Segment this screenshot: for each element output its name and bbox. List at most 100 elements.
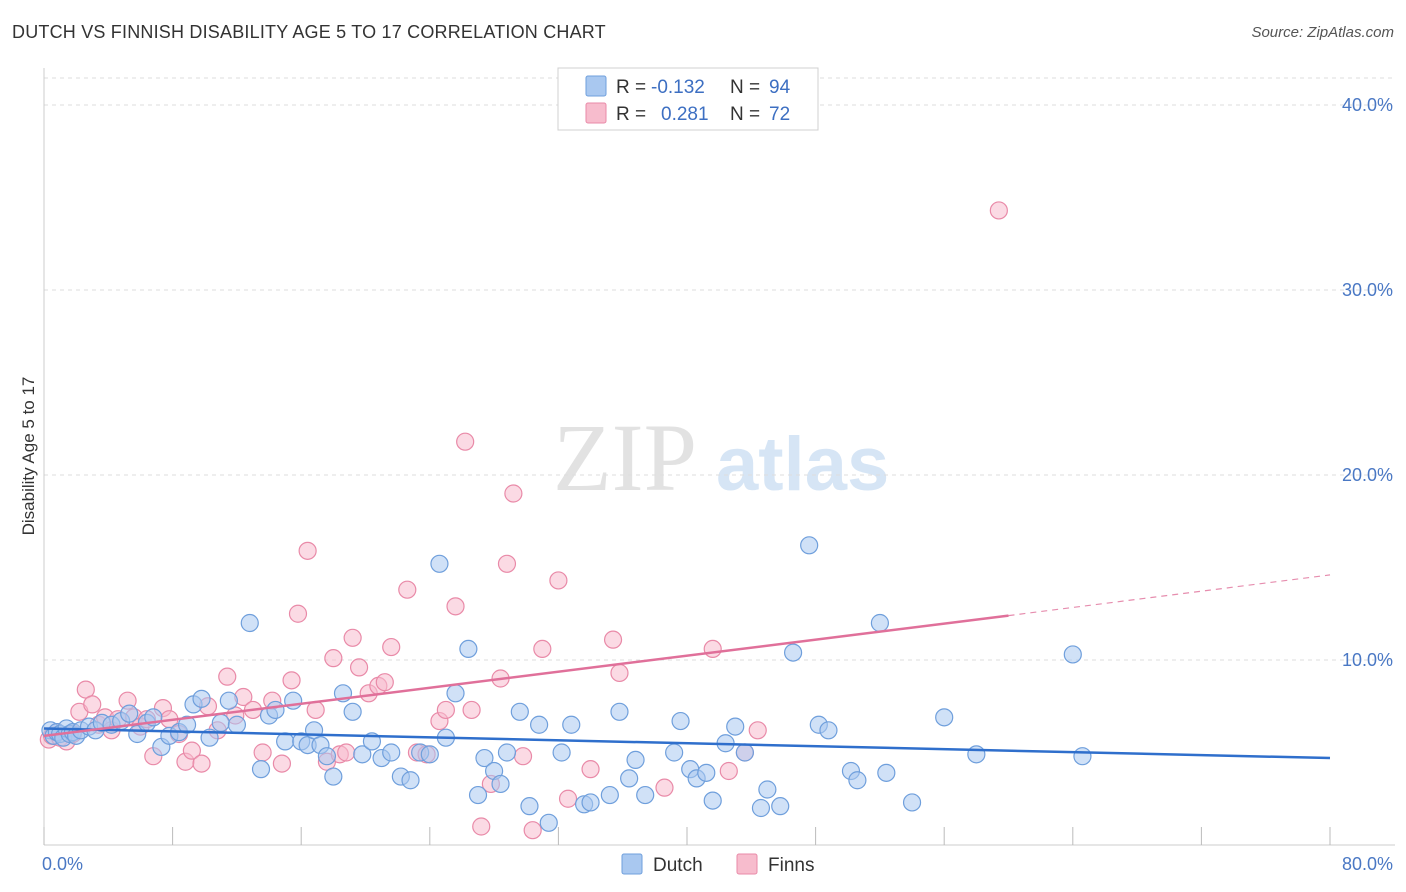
y-tick-label: 10.0% <box>1342 650 1393 670</box>
legend-dutch-r-value: -0.132 <box>651 77 705 98</box>
finns-point <box>83 695 102 714</box>
dutch-point <box>703 791 722 810</box>
finns-point <box>719 761 738 781</box>
grid-lines <box>44 77 1395 661</box>
finns-point <box>610 663 629 683</box>
finns-point <box>306 700 325 720</box>
dutch-point <box>800 536 819 555</box>
dutch-point <box>530 715 549 734</box>
dutch-point <box>902 793 922 812</box>
legend-finns-r-value: 0.281 <box>661 104 709 125</box>
dutch-point <box>353 745 372 764</box>
finns-point <box>703 639 722 659</box>
finns-trend-line <box>43 614 1009 738</box>
chart-title: DUTCH VS FINNISH DISABILITY AGE 5 TO 17 … <box>12 22 606 42</box>
y-tick-label: 20.0% <box>1342 465 1393 485</box>
finns-point <box>603 630 623 649</box>
dutch-point <box>251 760 271 779</box>
dutch-point <box>430 554 449 573</box>
dutch-point <box>520 797 539 816</box>
legend-dutch-r-label: R = <box>616 77 646 98</box>
finns-point <box>337 743 356 762</box>
finns-point <box>581 760 600 779</box>
watermark-atlas: atlas <box>716 422 889 507</box>
dutch-point <box>610 702 629 721</box>
dutch-point <box>620 769 639 788</box>
legend-dutch-n-label: N = <box>730 77 760 98</box>
dutch-point <box>491 774 510 794</box>
dutch-point <box>446 684 465 703</box>
finns-point <box>558 789 578 808</box>
finns-point <box>533 639 552 659</box>
finns-point <box>748 721 767 740</box>
dutch-point <box>967 745 986 764</box>
dutch-point <box>771 797 790 816</box>
finns-point <box>472 817 491 836</box>
dutch-point <box>497 743 517 762</box>
finns-point <box>655 778 674 797</box>
dutch-point <box>192 689 211 708</box>
dutch-point <box>120 704 139 723</box>
dutch-point <box>227 715 246 734</box>
dutch-point <box>581 793 600 812</box>
dutch-point <box>819 721 838 740</box>
finns-point <box>192 754 211 773</box>
dutch-point <box>211 713 230 733</box>
finns-points <box>39 201 1008 840</box>
bottom-legend: Dutch Finns <box>621 853 814 876</box>
dutch-point <box>552 743 571 762</box>
dutch-point <box>510 702 529 721</box>
dutch-point <box>401 771 420 790</box>
finns-point <box>324 649 343 668</box>
finns-point <box>282 671 301 690</box>
dutch-point <box>240 613 259 633</box>
finns-point <box>497 554 517 573</box>
bottom-legend-dutch-label: Dutch <box>653 855 703 876</box>
dutch-point <box>870 613 890 633</box>
dutch-point <box>751 798 771 818</box>
dutch-point <box>665 743 684 762</box>
legend-box: R = -0.132 N = 94 R = 0.281 N = 72 <box>557 67 819 131</box>
dutch-points <box>41 536 1092 832</box>
finns-point <box>513 747 533 766</box>
dutch-point <box>726 717 745 736</box>
finns-trend-line-extension <box>1008 574 1331 617</box>
dutch-point <box>783 643 803 662</box>
y-axis-label: Disability Age 5 to 17 <box>19 377 38 536</box>
y-tick-labels: 10.0% 20.0% 30.0% 40.0% <box>1342 95 1393 670</box>
finns-point <box>398 580 417 599</box>
dutch-point <box>459 639 478 659</box>
dutch-point <box>697 763 716 782</box>
x-ticks: 0.0% 80.0% <box>42 827 1393 874</box>
dutch-point <box>600 785 619 805</box>
dutch-point <box>562 715 581 734</box>
finns-point <box>272 754 292 773</box>
finns-point <box>218 667 237 686</box>
x-tick-label: 80.0% <box>1342 854 1393 874</box>
legend-dutch-swatch <box>585 75 607 97</box>
finns-point <box>446 597 465 616</box>
finns-point <box>253 743 272 762</box>
dutch-point <box>317 747 337 766</box>
dutch-trend-line <box>43 727 1331 760</box>
dutch-point <box>324 767 343 786</box>
legend-finns-n-value: 72 <box>769 104 790 125</box>
dutch-point <box>848 771 867 790</box>
finns-point <box>298 541 317 560</box>
finns-point <box>462 700 481 720</box>
legend-finns-n-label: N = <box>730 104 760 125</box>
dutch-point <box>671 711 690 731</box>
finns-point <box>349 658 369 677</box>
legend-finns-swatch <box>585 102 607 124</box>
watermark-zip: ZIP <box>553 404 697 511</box>
dutch-point <box>758 780 777 799</box>
dutch-point <box>420 745 439 764</box>
dutch-point <box>636 785 655 805</box>
legend-finns-r-label: R = <box>616 104 646 125</box>
dutch-point <box>343 702 362 721</box>
dutch-point <box>266 700 285 720</box>
bottom-legend-dutch-swatch <box>621 853 643 875</box>
x-tick-label: 0.0% <box>42 854 83 874</box>
finns-point <box>182 741 201 760</box>
